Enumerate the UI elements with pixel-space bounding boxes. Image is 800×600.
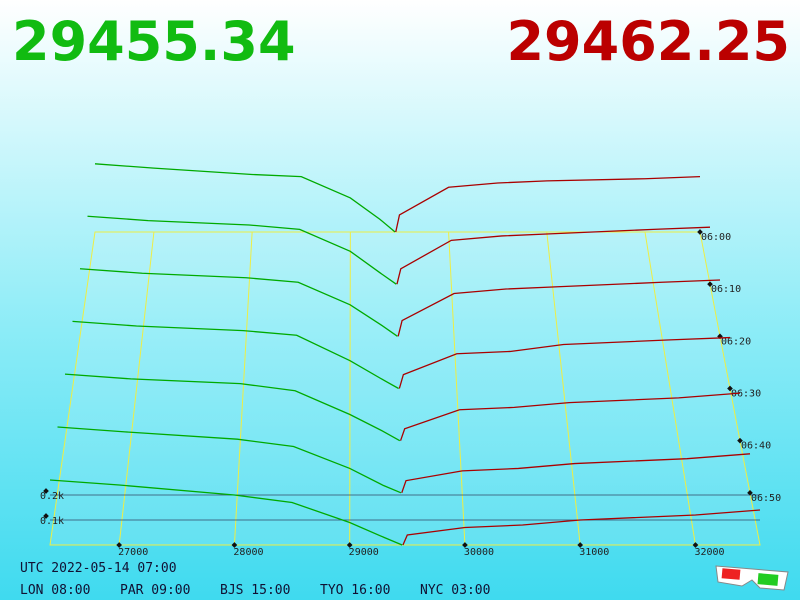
bid-depth-line (87, 215, 397, 285)
price-grid-line (349, 231, 351, 546)
tick-marker (43, 513, 49, 519)
price-tick-label: 31000 (579, 547, 609, 558)
tick-marker (727, 385, 733, 392)
ask-depth-line (395, 175, 701, 233)
time-zone: BJS 15:00 (220, 583, 290, 598)
bid-depth-line (64, 373, 401, 442)
ask-depth-line (401, 453, 751, 494)
tick-marker (737, 437, 743, 444)
tick-marker (747, 490, 753, 496)
time-tick-label: 06:40 (741, 441, 771, 452)
time-tick-label: 06:50 (751, 493, 781, 504)
tick-marker (697, 229, 703, 235)
price-tick-label: 28000 (233, 547, 263, 558)
price-grid-line (448, 231, 466, 546)
ask-depth-line (396, 226, 711, 285)
time-tick-label: 06:00 (701, 232, 731, 243)
ask-depth-line (397, 279, 721, 337)
ask-depth-line (398, 336, 731, 389)
tick-marker (707, 281, 713, 287)
volume-tick-label: 0.1k (40, 516, 64, 527)
time-zone: NYC 03:00 (420, 583, 490, 598)
price-grid-line (233, 231, 253, 546)
bid-price: 29455.34 (12, 10, 296, 73)
bid-depth-line (79, 268, 398, 337)
ask-price: 29462.25 (506, 10, 790, 73)
price-tick-label: 29000 (349, 547, 379, 558)
price-grid-line (118, 231, 155, 546)
time-tick-label: 06:20 (721, 336, 751, 347)
bid-depth-line (94, 163, 396, 233)
time-zone: PAR 09:00 (120, 583, 190, 598)
bid-depth-line (57, 426, 402, 494)
ask-depth-line (399, 392, 741, 441)
tick-marker (346, 542, 353, 548)
glasses-icon (715, 565, 789, 591)
time-tick-label: 06:30 (731, 389, 761, 400)
time-zone: TYO 16:00 (320, 583, 390, 598)
tick-marker (231, 542, 238, 548)
price-tick-label: 27000 (118, 547, 148, 558)
time-zone: LON 08:00 (20, 583, 90, 598)
time-tick-label: 06:10 (711, 284, 741, 295)
tick-marker (692, 542, 699, 548)
bid-depth-line (72, 320, 399, 390)
price-grid-line (644, 231, 696, 546)
floor (49, 231, 761, 546)
tick-marker (462, 542, 468, 548)
price-grid-line (546, 231, 581, 546)
ask-depth-line (402, 509, 761, 546)
volume-tick-label: 0.2k (40, 491, 64, 502)
price-tick-label: 32000 (694, 547, 724, 558)
utc-time: UTC 2022-05-14 07:00 (20, 561, 177, 576)
bid-depth-line (49, 479, 403, 546)
tick-marker (116, 542, 122, 548)
tick-marker (577, 542, 584, 548)
price-tick-label: 30000 (464, 547, 494, 558)
